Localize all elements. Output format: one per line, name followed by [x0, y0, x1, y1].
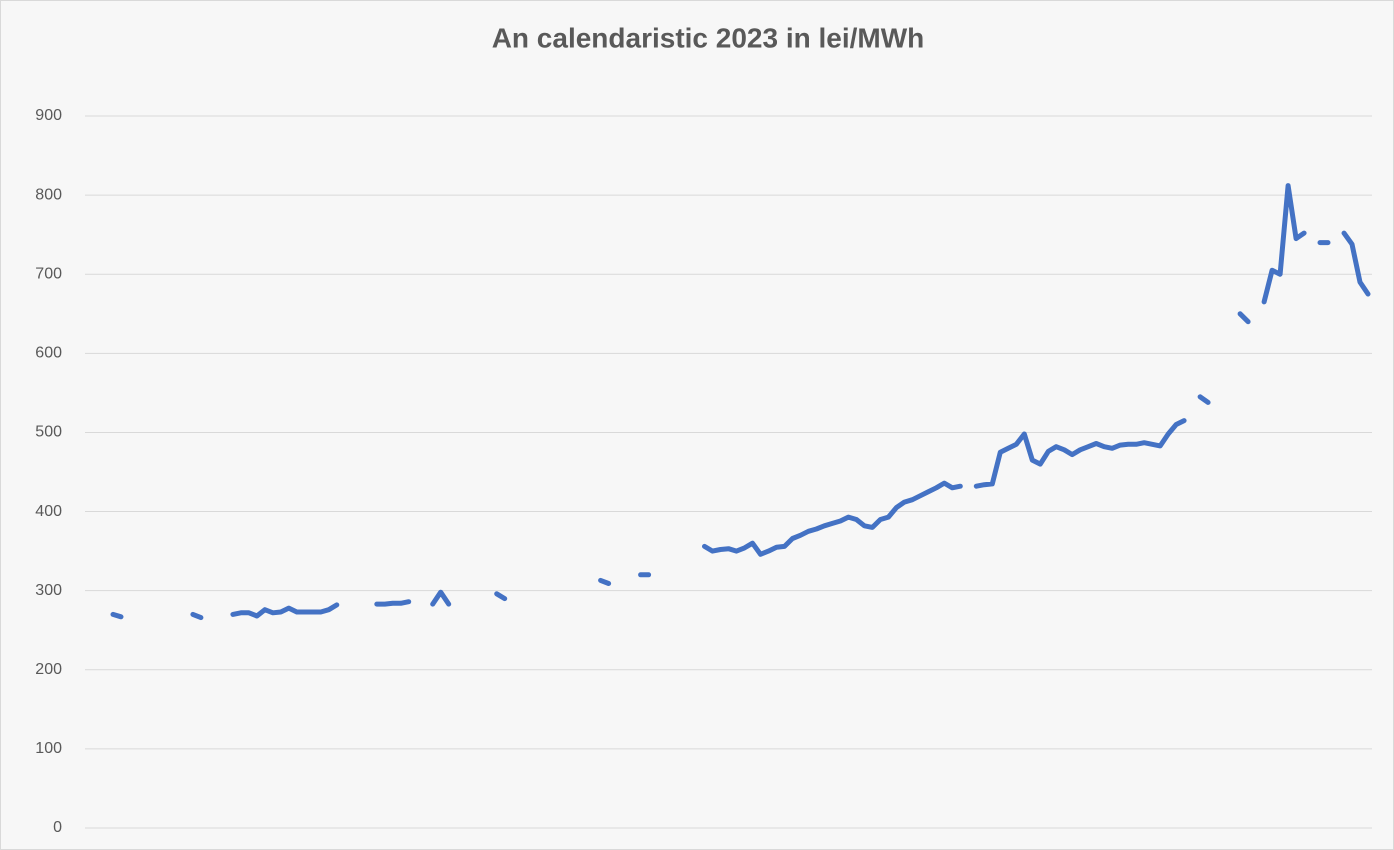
y-tick-label: 0	[53, 819, 62, 836]
chart-title: An calendaristic 2023 in lei/MWh	[492, 22, 925, 53]
y-tick-label: 400	[35, 503, 62, 520]
y-tick-label: 600	[35, 345, 62, 362]
y-tick-label: 500	[35, 424, 62, 441]
y-tick-label: 700	[35, 265, 62, 282]
y-tick-label: 100	[35, 740, 62, 757]
y-tick-label: 200	[35, 661, 62, 678]
data-line	[110, 183, 1371, 621]
y-tick-label: 800	[35, 186, 62, 203]
y-tick-label: 900	[35, 107, 62, 124]
y-tick-label: 300	[35, 582, 62, 599]
